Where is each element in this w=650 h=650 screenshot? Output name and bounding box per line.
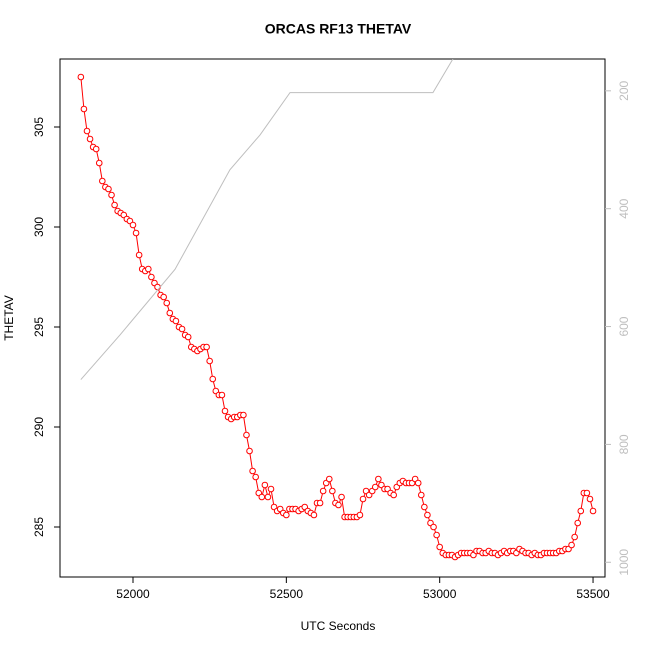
data-point: [258, 493, 266, 501]
data-point: [261, 481, 269, 489]
data-point: [417, 491, 425, 499]
data-point: [583, 489, 591, 497]
data-point: [325, 475, 333, 483]
data-point: [95, 159, 103, 167]
data-point: [243, 431, 250, 439]
data-point: [163, 299, 171, 307]
x-tick-label: 53500: [576, 587, 610, 601]
data-point: [316, 499, 324, 507]
plot-frame: [59, 58, 606, 578]
data-point: [375, 475, 382, 483]
y-tick-label: 285: [32, 517, 46, 537]
data-point: [586, 495, 594, 503]
data-point: [338, 493, 345, 501]
series-line: [80, 76, 594, 558]
y2-tick-label: 200: [617, 80, 631, 100]
data-point: [267, 485, 275, 493]
data-point: [329, 487, 336, 495]
data-point: [86, 135, 94, 143]
series-line: [80, 59, 454, 380]
data-point: [99, 177, 106, 185]
data-point: [264, 493, 272, 501]
data-point: [283, 511, 290, 519]
data-point: [310, 511, 318, 519]
data-point: [129, 221, 137, 229]
data-point: [319, 487, 327, 495]
data-point: [221, 407, 229, 415]
x-tick-label: 52500: [270, 587, 304, 601]
data-point: [111, 201, 118, 209]
data-point: [390, 491, 397, 499]
y2-tick-label: 800: [617, 434, 631, 454]
data-point: [421, 503, 428, 511]
data-point: [371, 483, 379, 491]
data-point: [77, 73, 85, 81]
x-axis-label: UTC Seconds: [301, 619, 376, 633]
data-point: [218, 391, 226, 399]
data-point: [249, 467, 256, 475]
data-point: [132, 229, 140, 237]
x-tick-label: 52000: [116, 587, 150, 601]
data-point: [148, 273, 155, 281]
y-axis-label: THETAV: [2, 295, 16, 341]
data-point: [209, 375, 217, 383]
data-point: [568, 541, 575, 549]
y-tick-label: 305: [32, 117, 46, 137]
data-point: [240, 411, 247, 419]
data-point: [574, 519, 582, 527]
data-point: [80, 105, 88, 113]
plot-area: [77, 59, 597, 561]
data-point: [433, 531, 440, 539]
chart-title: ORCAS RF13 THETAV: [265, 21, 412, 37]
data-point: [246, 447, 253, 455]
y2-tick-label: 1000: [617, 549, 631, 576]
data-point: [178, 325, 186, 333]
data-point: [172, 317, 180, 325]
data-point: [135, 251, 143, 259]
y-tick-label: 295: [32, 317, 46, 337]
data-point: [356, 511, 364, 519]
y2-tick-label: 600: [617, 316, 631, 336]
data-point: [166, 309, 174, 317]
data-point: [83, 127, 91, 135]
data-point: [105, 185, 112, 193]
data-point: [589, 507, 597, 515]
y2-tick-label: 400: [617, 198, 631, 218]
data-point: [252, 473, 259, 481]
data-point: [571, 533, 578, 541]
data-point: [206, 357, 213, 365]
data-point: [414, 479, 422, 487]
x-tick-label: 53000: [423, 587, 457, 601]
data-point: [92, 145, 100, 153]
y-tick-label: 290: [32, 417, 46, 437]
data-point: [424, 511, 431, 519]
data-point: [436, 543, 443, 551]
data-point: [160, 293, 167, 301]
data-point: [430, 523, 437, 531]
data-point: [108, 191, 115, 199]
y-tick-label: 300: [32, 217, 46, 237]
data-point: [145, 265, 152, 273]
data-point: [154, 283, 161, 291]
data-point: [184, 333, 192, 341]
data-point: [335, 501, 342, 509]
data-point: [203, 343, 210, 351]
data-point: [577, 507, 585, 515]
data-point: [359, 495, 367, 503]
